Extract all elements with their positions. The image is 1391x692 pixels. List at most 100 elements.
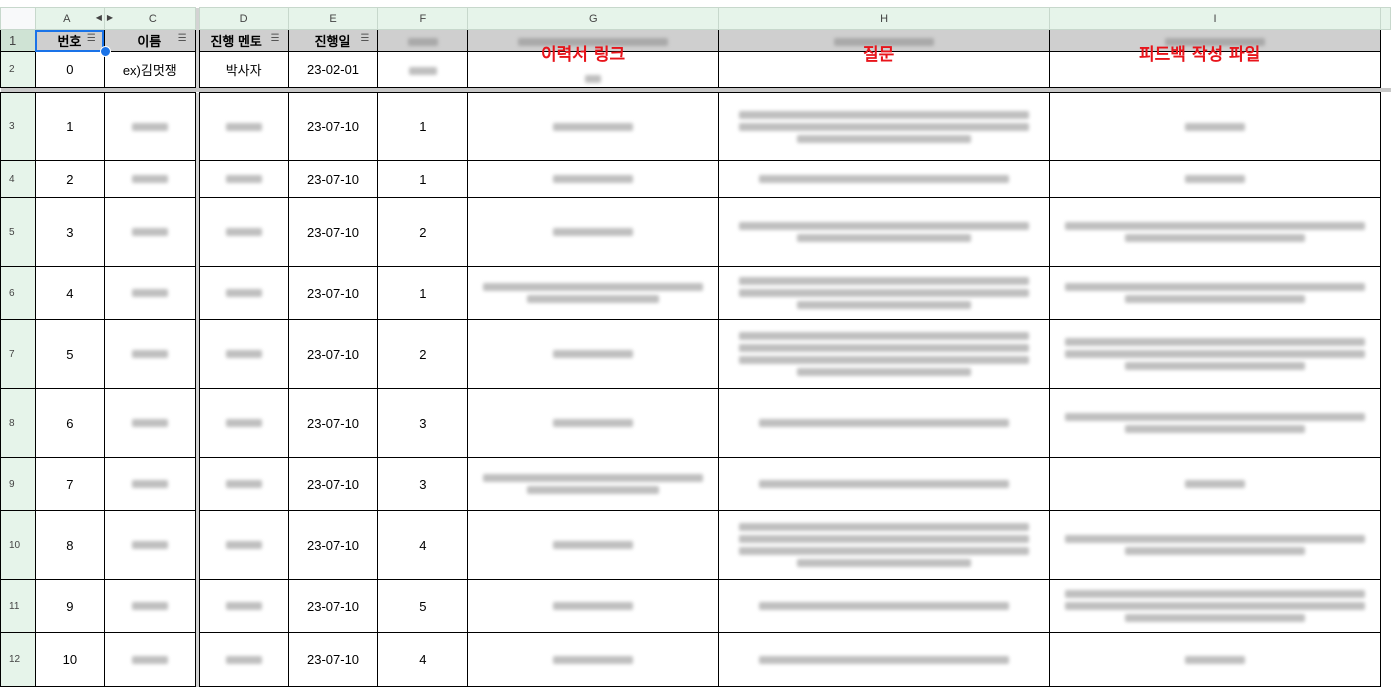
cell-i[interactable] — [1049, 632, 1381, 687]
row-header[interactable]: 3 — [0, 92, 36, 161]
cell-name[interactable] — [103, 160, 196, 198]
cell-f[interactable]: 5 — [377, 579, 469, 633]
cell-f[interactable]: 1 — [377, 266, 469, 320]
row-header[interactable]: 9 — [0, 457, 36, 511]
cell-h[interactable] — [718, 197, 1051, 267]
empty-cell[interactable] — [1380, 580, 1390, 633]
filter-icon[interactable]: ☰ — [177, 33, 187, 44]
cell-g[interactable] — [467, 51, 720, 88]
column-header-a[interactable]: A ◀ — [34, 7, 105, 30]
row-header[interactable]: 10 — [0, 510, 36, 580]
cell-date[interactable]: 23-07-10 — [287, 457, 379, 511]
cell-i[interactable] — [1049, 510, 1381, 580]
column-header-i[interactable]: I — [1049, 7, 1381, 30]
cell-no[interactable]: 8 — [34, 510, 105, 580]
cell-g[interactable] — [467, 266, 720, 320]
cell-no[interactable]: 9 — [34, 579, 105, 633]
cell-f[interactable]: 1 — [377, 92, 469, 161]
cell-i[interactable] — [1049, 92, 1381, 161]
cell-name[interactable] — [103, 197, 196, 267]
cell-mentor[interactable] — [198, 457, 289, 511]
cell-no[interactable]: 7 — [34, 457, 105, 511]
header-cell-i[interactable] — [1049, 29, 1381, 52]
row-header[interactable]: 8 — [0, 388, 36, 458]
row-header[interactable]: 5 — [0, 197, 36, 267]
cell-name[interactable] — [103, 388, 196, 458]
cell-mentor[interactable]: 박사자 — [198, 51, 289, 88]
cell-i[interactable] — [1049, 319, 1381, 389]
empty-cell[interactable] — [1380, 458, 1390, 511]
cell-f[interactable]: 2 — [377, 319, 469, 389]
empty-cell[interactable] — [1380, 389, 1390, 458]
cell-i[interactable] — [1049, 388, 1381, 458]
row-header[interactable]: 6 — [0, 266, 36, 320]
cell-no[interactable]: 0 — [34, 51, 105, 88]
cell-g[interactable] — [467, 92, 720, 161]
cell-no[interactable]: 6 — [34, 388, 105, 458]
cell-date[interactable]: 23-07-10 — [287, 266, 379, 320]
row-header[interactable]: 12 — [0, 632, 36, 687]
column-header-f[interactable]: F — [377, 7, 469, 30]
cell-mentor[interactable] — [198, 319, 289, 389]
header-cell-g[interactable] — [467, 29, 720, 52]
cell-no[interactable]: 2 — [34, 160, 105, 198]
cell-mentor[interactable] — [198, 388, 289, 458]
cell-h[interactable] — [718, 457, 1051, 511]
cell-g[interactable] — [467, 457, 720, 511]
cell-name[interactable] — [103, 319, 196, 389]
cell-no[interactable]: 4 — [34, 266, 105, 320]
column-header-j[interactable] — [1379, 7, 1391, 30]
cell-h[interactable] — [718, 632, 1051, 687]
cell-i[interactable] — [1049, 160, 1381, 198]
cell-f[interactable]: 3 — [377, 388, 469, 458]
filter-icon[interactable]: ☰ — [360, 33, 370, 44]
cell-name[interactable] — [103, 579, 196, 633]
cell-no[interactable]: 10 — [34, 632, 105, 687]
header-cell-name[interactable]: 이름 ☰ — [103, 29, 196, 52]
empty-cell[interactable] — [1380, 29, 1391, 52]
header-cell-mentor[interactable]: 진행 멘토 ☰ — [198, 29, 289, 52]
cell-i[interactable] — [1049, 266, 1381, 320]
cell-name[interactable]: ex)김멋쟁 — [103, 51, 196, 88]
row-header[interactable]: 11 — [0, 579, 36, 633]
cell-no[interactable]: 3 — [34, 197, 105, 267]
cell-i[interactable] — [1049, 457, 1381, 511]
cell-g[interactable] — [467, 319, 720, 389]
cell-h[interactable] — [718, 266, 1051, 320]
row-header[interactable]: 7 — [0, 319, 36, 389]
cell-f[interactable]: 4 — [377, 632, 469, 687]
filter-icon[interactable]: ☰ — [270, 33, 280, 44]
empty-cell[interactable] — [1380, 93, 1390, 161]
empty-cell[interactable] — [1380, 52, 1390, 88]
selection-handle[interactable] — [100, 46, 111, 57]
cell-i[interactable] — [1049, 197, 1381, 267]
cell-name[interactable] — [103, 510, 196, 580]
cell-mentor[interactable] — [198, 266, 289, 320]
cell-name[interactable] — [103, 266, 196, 320]
cell-date[interactable]: 23-07-10 — [287, 160, 379, 198]
cell-h[interactable] — [718, 160, 1051, 198]
freeze-divider[interactable] — [0, 87, 1391, 93]
cell-mentor[interactable] — [198, 92, 289, 161]
cell-f[interactable]: 4 — [377, 510, 469, 580]
cell-i[interactable] — [1049, 51, 1381, 88]
cell-f[interactable]: 3 — [377, 457, 469, 511]
column-header-e[interactable]: E — [287, 7, 379, 30]
empty-cell[interactable] — [1380, 320, 1390, 389]
filter-icon[interactable]: ☰ — [86, 33, 96, 44]
cell-no[interactable]: 1 — [34, 92, 105, 161]
cell-h[interactable] — [718, 92, 1051, 161]
cell-g[interactable] — [467, 197, 720, 267]
cell-name[interactable] — [103, 457, 196, 511]
cell-name[interactable] — [103, 632, 196, 687]
cell-mentor[interactable] — [198, 197, 289, 267]
header-cell-f[interactable] — [377, 29, 469, 52]
empty-cell[interactable] — [1380, 267, 1390, 320]
cell-date[interactable]: 23-07-10 — [287, 197, 379, 267]
header-cell-no[interactable]: 번호 ☰ — [34, 29, 105, 52]
column-header-d[interactable]: D — [198, 7, 289, 30]
column-header-c[interactable]: ▶ C — [103, 7, 196, 30]
cell-f[interactable]: 2 — [377, 197, 469, 267]
cell-h[interactable] — [718, 510, 1051, 580]
row-header[interactable]: 4 — [0, 160, 36, 198]
